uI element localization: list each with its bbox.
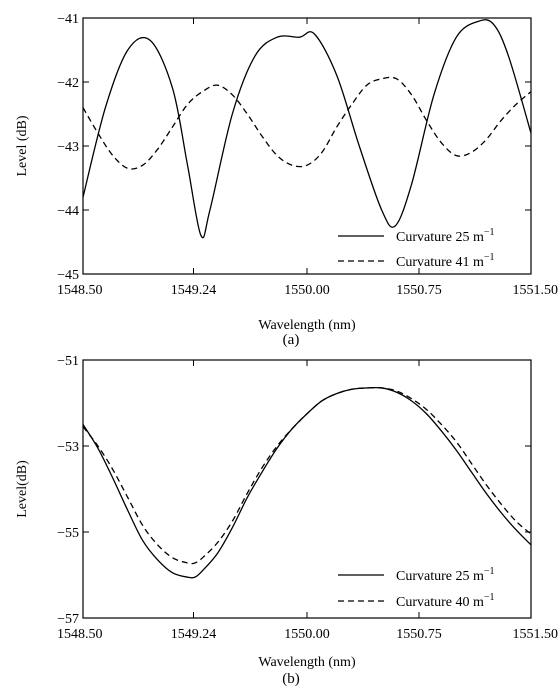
x-axis-label-a: Wavelength (nm): [258, 318, 356, 333]
y-axis-label-b: Level(dB): [15, 460, 30, 518]
x-tick-label-a: 1550.00: [284, 283, 330, 298]
y-tick-label-a: −41: [57, 12, 79, 27]
series-line-a-2: [82, 76, 532, 170]
series-line-a-1: [82, 19, 532, 239]
x-tick-label-a: 1550.75: [396, 283, 442, 298]
y-tick-label-b: −51: [57, 354, 79, 369]
series-line-b-1: [82, 386, 532, 579]
y-tick-label-b: −53: [57, 440, 79, 455]
x-tick-label-b: 1551.50: [513, 627, 558, 642]
y-tick-label-a: −44: [57, 204, 79, 219]
legend-label-b-2: Curvature 40 m−1: [396, 592, 495, 610]
x-tick-label-a: 1549.24: [171, 283, 217, 298]
panel-b-caption: (b): [282, 671, 300, 687]
y-tick-label-b: −55: [57, 526, 79, 541]
legend-label-a-2: Curvature 41 m−1: [396, 252, 495, 270]
legend-label-a-1: Curvature 25 m−1: [396, 227, 495, 245]
chart-a: 1548.50 1549.24 1550.00 1550.75 1551.50 −45 −4…: [15, 12, 558, 333]
y-tick-label-a: −42: [57, 76, 79, 91]
y-axis-label-a: Level (dB): [15, 115, 30, 176]
x-tick-label-b: 1548.50: [57, 627, 103, 642]
y-tick-label-b: −57: [57, 612, 79, 627]
panel-a-caption: (a): [283, 332, 300, 348]
x-tick-label-b: 1550.00: [284, 627, 330, 642]
x-axis-label-b: Wavelength (nm): [258, 655, 356, 670]
legend-label-b-1: Curvature 25 m−1: [396, 566, 495, 584]
x-tick-label-a: 1548.50: [57, 283, 103, 298]
x-tick-label-b: 1550.75: [396, 627, 442, 642]
y-tick-label-a: −43: [57, 140, 79, 155]
chart-b: 1548.50 1549.24 1550.00 1550.75 1551.50 −57 −5…: [15, 354, 558, 670]
x-tick-label-b: 1549.24: [171, 627, 217, 642]
x-tick-label-a: 1551.50: [513, 283, 558, 298]
y-tick-label-a: −45: [57, 268, 79, 283]
series-line-b-2: [82, 387, 532, 565]
